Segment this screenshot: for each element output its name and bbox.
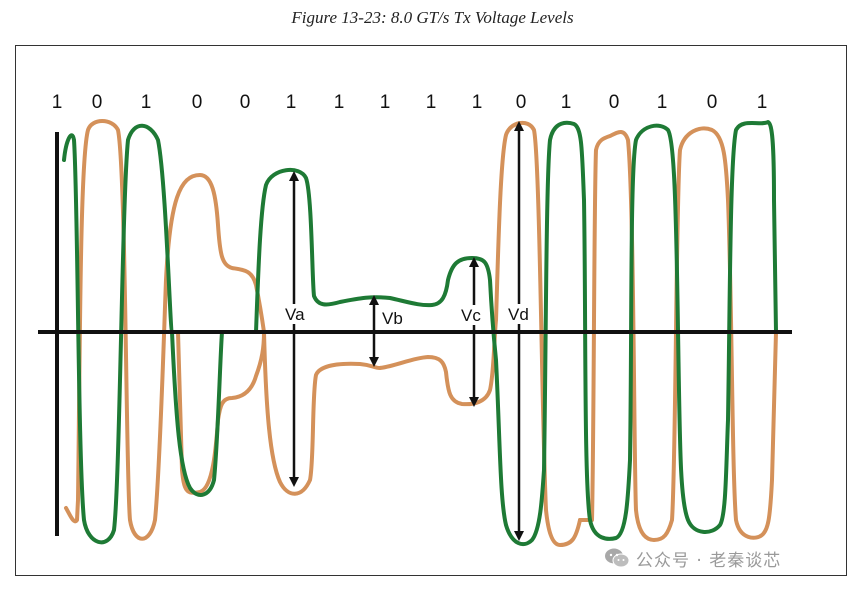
bit-label: 1	[286, 92, 297, 113]
diagram-frame	[15, 45, 847, 576]
orange-signal-trace-middle	[262, 120, 582, 547]
bit-label: 1	[757, 92, 768, 113]
vc-label: Vc	[461, 306, 481, 325]
bit-label: 1	[472, 92, 483, 113]
bit-label: 1	[657, 92, 668, 113]
va-label-bg	[283, 304, 309, 324]
orange-signal-trace-right	[578, 126, 778, 542]
orange-signal-trace	[64, 119, 266, 541]
bit-label: 0	[240, 92, 251, 113]
bit-label: 1	[141, 92, 152, 113]
watermark-text: 公众号 · 老秦谈芯	[636, 550, 782, 571]
vb-label: Vb	[382, 309, 403, 328]
wechat-icon	[605, 548, 630, 568]
bit-label: 1	[561, 92, 572, 113]
figure-title: Figure 13-23: 8.0 GT/s Tx Voltage Levels	[291, 8, 574, 27]
vd-label: Vd	[508, 305, 529, 324]
va-label: Va	[285, 305, 305, 324]
bit-label: 0	[609, 92, 620, 113]
vd-label-bg	[506, 304, 534, 324]
green-signal-trace	[62, 123, 224, 545]
bit-label: 0	[92, 92, 103, 113]
bit-label: 0	[707, 92, 718, 113]
bit-label: 1	[334, 92, 345, 113]
vc-label-bg	[459, 305, 487, 325]
bit-labels: 1 0 1 0 0 1 1 1 1 1 0 1 0 1 0 1	[52, 92, 768, 113]
bit-label: 1	[426, 92, 437, 113]
green-signal-trace-middle	[254, 120, 778, 547]
bit-label: 1	[52, 92, 63, 113]
vb-label-bg	[380, 308, 408, 328]
bit-label: 0	[516, 92, 527, 113]
bit-label: 0	[192, 92, 203, 113]
watermark: 公众号 · 老秦谈芯	[604, 545, 781, 571]
bit-label: 1	[380, 92, 391, 113]
